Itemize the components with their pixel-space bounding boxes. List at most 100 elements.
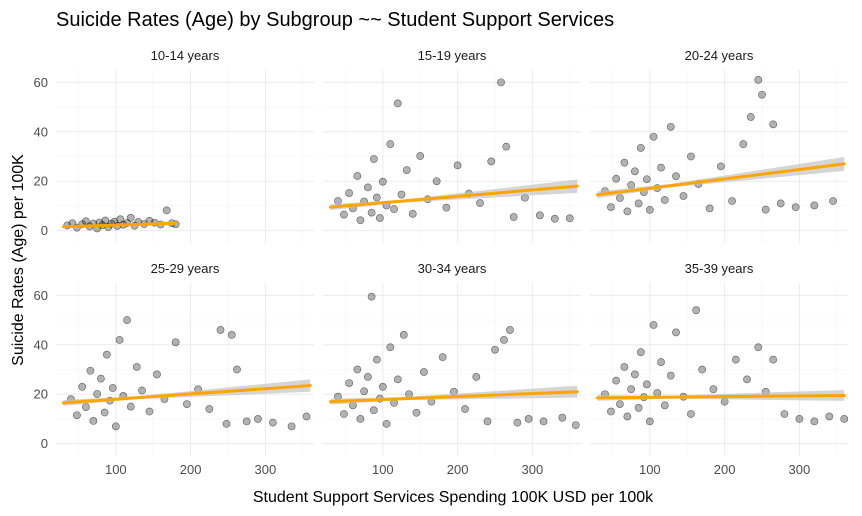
x-tick-label: 100 — [639, 462, 661, 477]
data-point — [78, 382, 87, 391]
panel-2: 20-24 years — [590, 48, 848, 243]
data-point — [408, 209, 417, 218]
data-point — [660, 196, 669, 204]
data-point — [340, 410, 348, 418]
data-point — [687, 152, 695, 161]
data-point — [138, 386, 146, 395]
data-point — [82, 403, 90, 411]
data-point — [705, 204, 714, 213]
data-point — [372, 355, 381, 364]
y-tick-label: 20 — [34, 174, 48, 189]
data-point — [506, 326, 514, 334]
data-point — [571, 421, 580, 430]
data-point — [500, 335, 508, 344]
chart-title: Suicide Rates (Age) by Subgroup ~~ Stude… — [56, 9, 614, 31]
data-point — [620, 363, 629, 371]
data-point — [111, 422, 120, 431]
data-point — [363, 373, 372, 381]
data-point — [565, 214, 574, 223]
y-tick-label: 40 — [34, 337, 48, 352]
data-point — [476, 199, 484, 207]
data-point — [758, 90, 766, 99]
trend-line — [328, 390, 579, 404]
y-tick-label: 60 — [34, 75, 48, 90]
data-point — [780, 410, 789, 418]
data-point — [623, 207, 632, 216]
data-point — [412, 408, 421, 417]
panel-strip-label: 30-34 years — [418, 261, 487, 276]
trend-line — [61, 384, 312, 405]
trend-line — [61, 221, 178, 229]
data-point — [649, 321, 658, 329]
trend-line — [595, 162, 846, 197]
data-point — [432, 177, 441, 186]
y-tick-label: 60 — [34, 288, 48, 303]
data-point — [539, 417, 548, 426]
data-point — [612, 376, 621, 385]
data-point — [171, 338, 180, 347]
y-tick-label: 40 — [34, 124, 48, 139]
data-point — [126, 402, 135, 411]
trend-line — [595, 393, 846, 400]
data-point — [840, 415, 849, 423]
data-point — [453, 161, 462, 170]
data-point — [393, 99, 402, 108]
data-point — [360, 387, 369, 396]
data-point — [776, 199, 785, 208]
data-point — [645, 205, 654, 214]
data-point — [242, 417, 251, 426]
panel-0: 10-14 years 0 20 40 60 — [34, 48, 314, 243]
data-point — [461, 405, 469, 413]
data-point — [227, 330, 236, 339]
data-point — [472, 373, 481, 381]
data-point — [89, 417, 98, 425]
data-point — [345, 379, 354, 387]
data-point — [825, 412, 834, 421]
data-point — [399, 330, 408, 339]
panel-1: 15-19 years — [323, 48, 581, 243]
data-point — [386, 343, 395, 352]
data-point — [731, 355, 740, 364]
data-point — [623, 412, 632, 421]
data-point — [287, 422, 296, 431]
data-point — [627, 181, 636, 190]
data-point — [356, 415, 365, 423]
data-point — [653, 389, 662, 397]
data-point — [709, 385, 718, 394]
panel-4: 30-34 years 100 200 300 — [323, 261, 581, 477]
data-point — [746, 113, 755, 121]
data-point — [108, 384, 117, 392]
panel-5: 35-39 years 100 200 300 — [590, 261, 849, 477]
data-point — [636, 143, 645, 152]
panel-strip-label: 15-19 years — [418, 48, 487, 63]
x-tick-label: 300 — [522, 462, 544, 477]
data-point — [679, 192, 688, 200]
data-point — [754, 75, 763, 84]
panels: 10-14 years 0 20 40 60 15-19 years 20-24 years… — [34, 48, 849, 477]
data-point — [612, 174, 621, 183]
data-point — [657, 358, 665, 366]
x-tick-label: 100 — [105, 462, 127, 477]
y-axis-title: Suicide Rates (Age) per 100K — [10, 154, 27, 366]
data-point — [634, 199, 643, 208]
data-point — [393, 375, 402, 384]
data-point — [754, 343, 763, 352]
data-point — [369, 406, 378, 415]
data-point — [126, 213, 135, 222]
x-tick-label: 200 — [714, 462, 736, 477]
data-point — [728, 197, 736, 205]
data-point — [634, 403, 643, 412]
data-point — [378, 177, 387, 186]
data-point — [642, 175, 651, 184]
data-point — [513, 418, 522, 427]
data-point — [416, 152, 425, 160]
data-point — [649, 132, 658, 141]
y-tick-label: 0 — [41, 223, 48, 238]
data-point — [345, 189, 354, 197]
x-tick-label: 200 — [180, 462, 202, 477]
panel-3: 25-29 years 0 20 40 60 100 200 300 — [34, 261, 314, 477]
data-point — [268, 418, 277, 427]
data-point — [382, 419, 391, 428]
data-point — [73, 411, 81, 420]
data-point — [502, 142, 511, 151]
